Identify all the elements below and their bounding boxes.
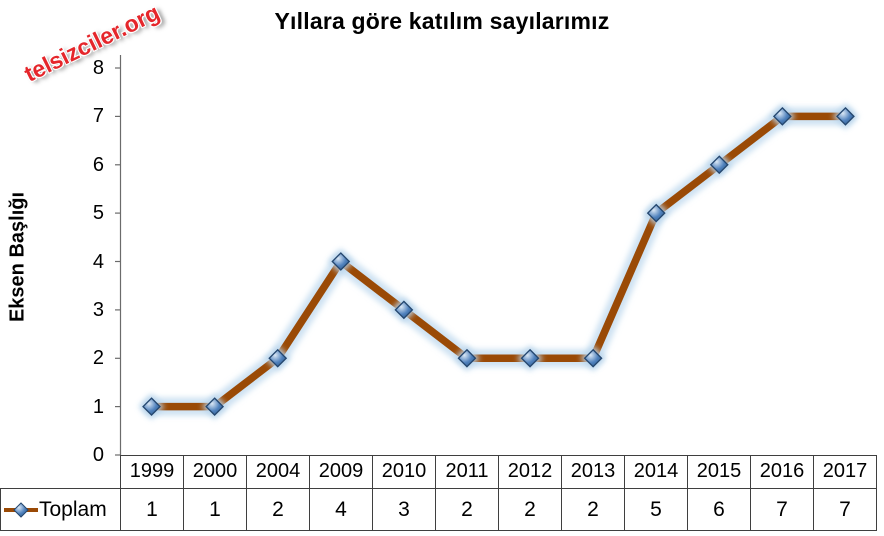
x-axis-label: 2009 xyxy=(309,456,372,488)
value-cell: 4 xyxy=(309,489,372,530)
x-axis-label: 2011 xyxy=(435,456,498,488)
x-axis-label: 1999 xyxy=(120,456,183,488)
y-axis-title: Eksen Başlığı xyxy=(6,191,29,323)
x-axis-label: 2010 xyxy=(372,456,435,488)
y-axis-tick-label: 5 xyxy=(92,202,104,225)
value-cell: 2 xyxy=(246,489,309,530)
y-axis-tick-label: 1 xyxy=(92,395,104,418)
y-axis-tick-label: 8 xyxy=(92,57,104,79)
x-axis-label: 2015 xyxy=(687,456,750,488)
y-axis-tick-label: 6 xyxy=(92,153,104,176)
y-axis-tick-label: 2 xyxy=(92,347,104,370)
value-cell: 1 xyxy=(183,489,246,530)
chart-title: Yıllara göre katılım sayılarımız xyxy=(274,8,610,34)
x-axis-label: 2004 xyxy=(246,456,309,488)
x-axis-label: 2013 xyxy=(561,456,624,488)
value-cell: 6 xyxy=(687,489,750,530)
x-axis-label: 2000 xyxy=(183,456,246,488)
value-cell: 3 xyxy=(372,489,435,530)
y-axis-tick-label: 4 xyxy=(92,250,104,273)
x-axis-label: 2016 xyxy=(750,456,813,488)
y-axis-tick-label: 3 xyxy=(92,298,104,321)
x-axis-label: 2014 xyxy=(624,456,687,488)
x-axis-label: 2017 xyxy=(813,456,876,488)
value-cell: 2 xyxy=(435,489,498,530)
legend-line-marker-icon xyxy=(4,501,38,518)
plot-area xyxy=(115,55,859,456)
value-cell: 7 xyxy=(750,489,813,530)
legend-item: Toplam xyxy=(0,489,120,530)
value-cell: 5 xyxy=(624,489,687,530)
value-cell: 2 xyxy=(498,489,561,530)
legend-series-label: Toplam xyxy=(39,497,107,521)
value-cell: 2 xyxy=(561,489,624,530)
y-axis-tick-label: 0 xyxy=(92,444,104,466)
value-cell: 7 xyxy=(813,489,876,530)
x-axis-category-row: 1999 2000 2004 2009 2010 2011 2012 2013 2014 2015… xyxy=(120,455,877,488)
y-axis-tick-label: 7 xyxy=(92,105,104,128)
x-axis-label: 2012 xyxy=(498,456,561,488)
value-cell: 1 xyxy=(120,489,183,530)
